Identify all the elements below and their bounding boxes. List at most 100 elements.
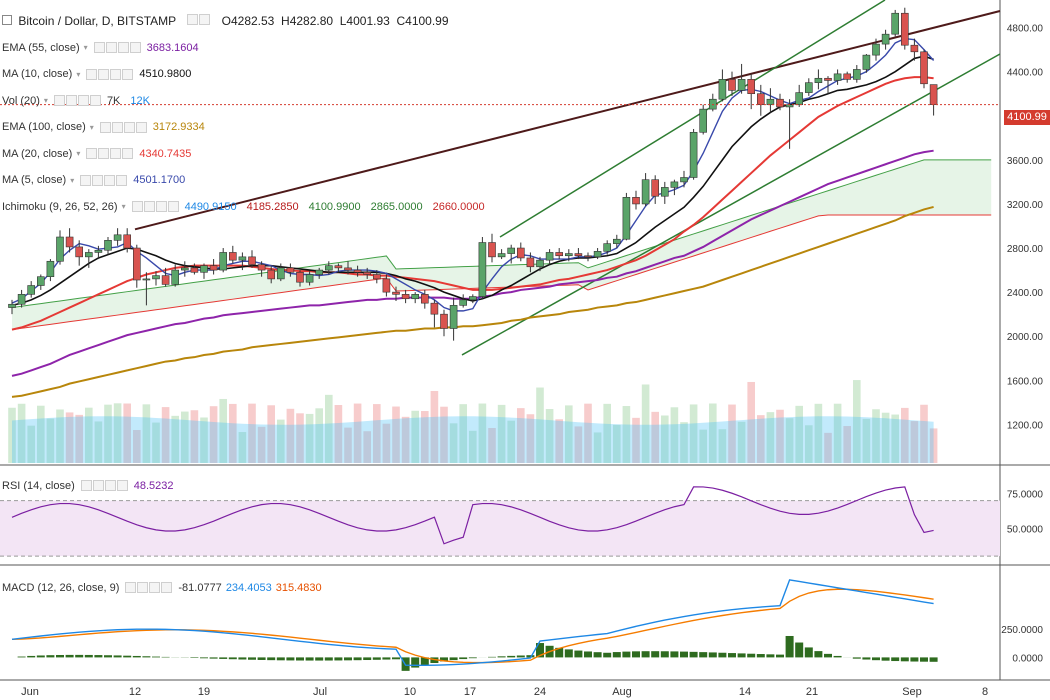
volume-bar	[286, 408, 295, 463]
volume-bar	[344, 427, 352, 463]
volume-bar	[373, 404, 381, 463]
dropdown-caret-icon[interactable]: ▾	[43, 96, 48, 105]
macd-histogram-bar	[334, 657, 343, 661]
candle-body	[161, 275, 170, 285]
indicator-controls[interactable]	[86, 148, 134, 159]
header-controls[interactable]	[187, 14, 211, 25]
time-tick-label: 19	[198, 686, 210, 698]
candle-body	[497, 253, 506, 258]
volume-bar	[603, 403, 611, 463]
macd-histogram-bar	[737, 653, 746, 658]
legend-value: 12K	[130, 94, 150, 107]
volume-bar	[27, 425, 35, 463]
legend-label: MA (10, close)	[2, 68, 73, 80]
candle-body	[257, 264, 266, 271]
volume-bar	[113, 403, 122, 463]
volume-bar	[689, 404, 698, 463]
volume-bar	[536, 387, 544, 463]
volume-bar	[152, 422, 160, 463]
macd-histogram-bar	[651, 651, 660, 658]
time-tick-label: Sep	[902, 686, 922, 698]
candle-body	[8, 303, 16, 308]
time-tick-label: Jul	[313, 686, 327, 698]
volume-bar	[574, 426, 583, 463]
indicator-controls[interactable]	[99, 121, 147, 133]
indicator-controls[interactable]	[53, 95, 101, 106]
candle-body	[929, 84, 938, 105]
volume-bar	[17, 403, 26, 463]
price-tick-label: 1600.00	[1007, 376, 1044, 387]
candle-body	[776, 98, 784, 108]
dropdown-caret-icon[interactable]: ▾	[121, 202, 126, 211]
price-tick-label: 2000.00	[1007, 332, 1044, 343]
ohlc-high: H4282.80	[281, 14, 334, 28]
volume-bar	[517, 408, 525, 463]
volume-bar	[641, 384, 650, 463]
dropdown-caret-icon[interactable]: ▾	[70, 175, 75, 185]
volume-bar	[766, 412, 775, 463]
candle-body	[190, 267, 199, 273]
macd-histogram-bar	[680, 651, 688, 658]
time-tick-label: 17	[464, 686, 476, 698]
candle-body	[833, 73, 842, 81]
dropdown-caret-icon[interactable]: ▾	[83, 43, 88, 52]
macd-histogram-bar	[699, 652, 708, 658]
candle-body	[900, 12, 909, 46]
macd-controls[interactable]	[125, 582, 173, 593]
dropdown-caret-icon[interactable]: ▾	[89, 122, 94, 132]
legend-row-ma5: MA (5, close) ▾ 4501.1700	[2, 173, 191, 188]
macd-histogram-bar	[94, 655, 103, 658]
time-tick-label: Jun	[21, 686, 39, 698]
macd-histogram-bar	[267, 657, 276, 661]
legend-value: 4501.1700	[133, 174, 186, 186]
legend-value: 2865.0000	[370, 200, 423, 213]
macd-histogram-bar	[507, 655, 516, 658]
macd-histogram-bar	[593, 652, 602, 658]
macd-histogram-bar	[372, 657, 381, 660]
candle-body	[852, 69, 861, 80]
indicator-controls[interactable]	[131, 201, 179, 212]
collapse-icon[interactable]	[2, 15, 12, 25]
volume-bar	[680, 422, 688, 463]
price-tick-label: 2800.00	[1007, 244, 1044, 255]
indicator-controls[interactable]	[80, 174, 128, 186]
macd-histogram-bar	[392, 657, 400, 660]
volume-bar	[833, 403, 842, 463]
candle-body	[545, 252, 554, 261]
volume-bar	[920, 404, 928, 463]
volume-bar	[488, 428, 496, 463]
indicator-controls[interactable]	[93, 42, 141, 53]
rsi-controls[interactable]	[80, 480, 128, 491]
indicator-controls[interactable]	[86, 68, 134, 80]
candle-body	[248, 256, 256, 265]
candle-body	[737, 79, 746, 91]
candle-body	[824, 77, 832, 81]
candle-body	[641, 179, 650, 205]
volume-bar	[75, 414, 83, 463]
candle-body	[392, 291, 400, 295]
candle-body	[27, 285, 36, 295]
legend-value: 4185.2850	[246, 200, 299, 213]
candle-body	[363, 271, 372, 275]
volume-bar	[699, 429, 707, 463]
volume-bar	[257, 426, 266, 463]
ichimoku-cloud	[12, 159, 992, 330]
volume-bar	[824, 432, 832, 463]
time-tick-label: Aug	[612, 686, 632, 698]
ema100-line	[11, 205, 934, 398]
candle-body	[747, 79, 756, 95]
macd-histogram-bar	[785, 635, 794, 658]
macd-histogram-bar	[104, 655, 112, 658]
macd-histogram-bar	[257, 657, 266, 660]
macd-histogram-bar	[286, 657, 295, 661]
volume-bar	[267, 405, 275, 463]
macd-histogram-bar	[132, 655, 141, 658]
candle-body	[526, 257, 535, 268]
volume-bar	[622, 406, 631, 463]
macd-histogram-bar	[113, 655, 122, 658]
macd-histogram-bar	[564, 649, 573, 658]
dropdown-caret-icon[interactable]: ▾	[76, 69, 81, 79]
candle-body	[622, 197, 631, 240]
dropdown-caret-icon[interactable]: ▾	[76, 149, 81, 158]
